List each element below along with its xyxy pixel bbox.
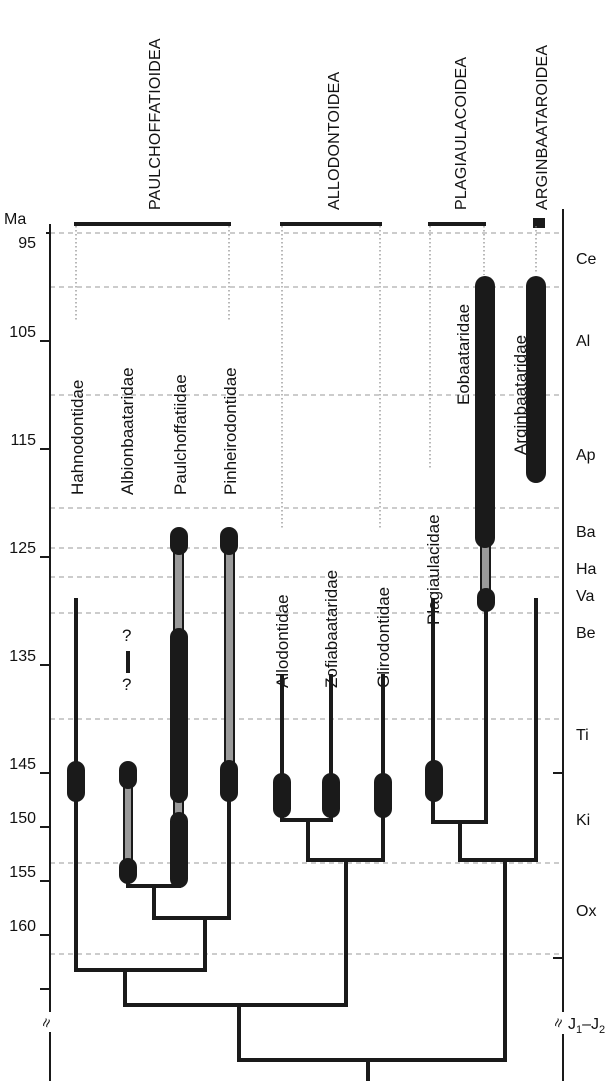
ghost-range-pinheirodontidae xyxy=(224,540,235,767)
range-bar-paulchoffatiidae xyxy=(170,812,188,888)
axis-tick-label: 145 xyxy=(9,756,36,773)
axis-tick-label: 160 xyxy=(9,918,36,935)
superfamily-bars xyxy=(74,218,545,228)
range-bar-pinheirodontidae xyxy=(220,760,238,802)
range-bar-albionbaataridae xyxy=(119,858,137,884)
range-bar-eobaataridae xyxy=(477,588,495,612)
stage-column xyxy=(553,209,564,1081)
range-bar-hahnodontidae xyxy=(67,761,85,802)
family-label-plagiaulacidae: Plagiaulacidae xyxy=(424,514,443,625)
stage-label: Al xyxy=(576,333,590,350)
range-bar-plagiaulacidae xyxy=(425,760,443,802)
uncertainty-mark: ? xyxy=(122,675,131,694)
superfamily-label: ARGINBAATAROIDEA xyxy=(534,45,551,210)
stage-label: Ti xyxy=(576,727,589,744)
axis-tick-label: 105 xyxy=(9,324,36,341)
axis-tick-label: 95 xyxy=(18,235,36,252)
family-label-hahnodontidae: Hahnodontidae xyxy=(68,380,87,495)
stage-label: Va xyxy=(576,588,594,605)
axis-tick-label: 135 xyxy=(9,648,36,665)
stage-label: Ki xyxy=(576,812,590,829)
time-axis xyxy=(40,224,51,1081)
stage-label: Ba xyxy=(576,524,596,541)
family-connectors xyxy=(75,226,537,530)
family-label-albionbaataridae: Albionbaataridae xyxy=(118,367,137,495)
family-label-allodontidae: Allodontidae xyxy=(273,594,292,688)
time-gridlines xyxy=(50,232,560,955)
axis-tick-label: 115 xyxy=(10,432,36,449)
axis-break-symbol: ≈ xyxy=(550,1016,569,1030)
stage-label: Be xyxy=(576,625,596,642)
stage-label: Ox xyxy=(576,903,596,920)
range-bar-arginbaataridae xyxy=(526,276,546,483)
range-bar-pinheirodontidae xyxy=(220,527,238,555)
range-bar-albionbaataridae xyxy=(119,761,137,789)
stage-label: Ce xyxy=(576,251,597,268)
range-bar-glirodontidae xyxy=(374,773,392,818)
family-label-eobaataridae: Eobaataridae xyxy=(454,304,473,405)
uncertainty-mark: ? xyxy=(122,626,131,645)
range-bar-paulchoffatiidae xyxy=(170,628,188,803)
superfamily-label: PAULCHOFFATIOIDEA xyxy=(147,38,164,210)
range-bar-paulchoffatiidae xyxy=(170,527,188,555)
axis-break-symbol: ≈ xyxy=(38,1016,57,1030)
family-label-glirodontidae: Glirodontidae xyxy=(374,587,393,688)
superfamily-label: PLAGIAULACOIDEA xyxy=(453,57,470,210)
axis-unit-label: Ma xyxy=(4,211,26,228)
family-label-arginbaataridae: Arginbaataridae xyxy=(511,335,530,455)
family-label-paulchoffatiidae: Paulchoffatiidae xyxy=(171,374,190,495)
superfamily-label: ALLODONTOIDEA xyxy=(326,72,343,210)
axis-tick-label: 125 xyxy=(9,540,36,557)
range-bar-allodontidae xyxy=(273,773,291,818)
tree-branches xyxy=(74,598,538,1081)
axis-tick-label: 150 xyxy=(9,810,36,827)
range-bar-eobaataridae xyxy=(475,276,495,548)
stage-label-jurassic: J1–J2 xyxy=(568,1016,605,1036)
stratigraphic-ranges xyxy=(67,276,546,888)
family-label-pinheirodontidae: Pinheirodontidae xyxy=(221,367,240,495)
range-bar-zofiabaataridae xyxy=(322,773,340,818)
range-bar-albionbaataridae xyxy=(126,651,130,673)
axis-tick-label: 155 xyxy=(9,864,36,881)
stage-label: Ap xyxy=(576,447,596,464)
family-label-zofiabaataridae: Zofiabaataridae xyxy=(322,570,341,688)
stage-label: Ha xyxy=(576,561,597,578)
